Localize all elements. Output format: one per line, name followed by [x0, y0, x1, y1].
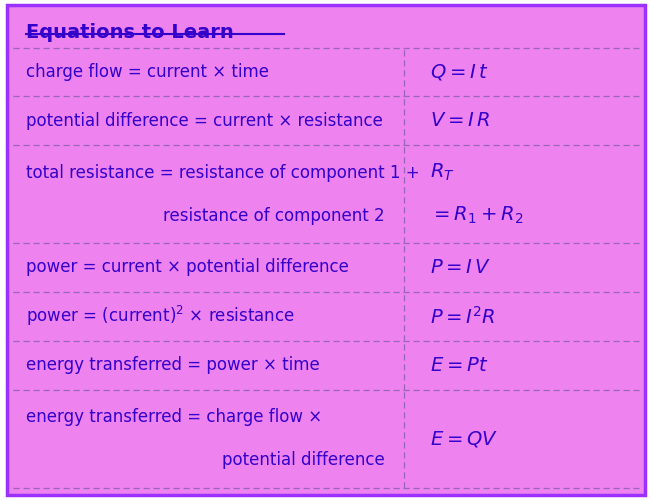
Text: potential difference: potential difference: [222, 451, 385, 469]
Text: $V = I\,R$: $V = I\,R$: [430, 112, 490, 130]
Text: Equations to Learn: Equations to Learn: [26, 22, 234, 42]
Text: $Q = I\,t$: $Q = I\,t$: [430, 62, 489, 82]
Text: energy transferred = power × time: energy transferred = power × time: [26, 356, 320, 374]
Text: power = current × potential difference: power = current × potential difference: [26, 258, 349, 276]
Text: charge flow = current × time: charge flow = current × time: [26, 63, 269, 81]
Text: power = (current)$^2$ × resistance: power = (current)$^2$ × resistance: [26, 304, 295, 328]
Text: total resistance = resistance of component 1 +: total resistance = resistance of compone…: [26, 164, 420, 182]
FancyBboxPatch shape: [7, 5, 645, 495]
Text: $E = QV$: $E = QV$: [430, 428, 498, 448]
Text: energy transferred = charge flow ×: energy transferred = charge flow ×: [26, 408, 322, 426]
Text: $P = I^2 R$: $P = I^2 R$: [430, 306, 496, 328]
Text: $E = Pt$: $E = Pt$: [430, 356, 488, 375]
Text: resistance of component 2: resistance of component 2: [163, 206, 385, 224]
Text: $P = I\,V$: $P = I\,V$: [430, 258, 492, 277]
Text: $= R_1 + R_2$: $= R_1 + R_2$: [430, 205, 524, 227]
Text: $R_T$: $R_T$: [430, 162, 455, 184]
Text: potential difference = current × resistance: potential difference = current × resista…: [26, 112, 383, 130]
